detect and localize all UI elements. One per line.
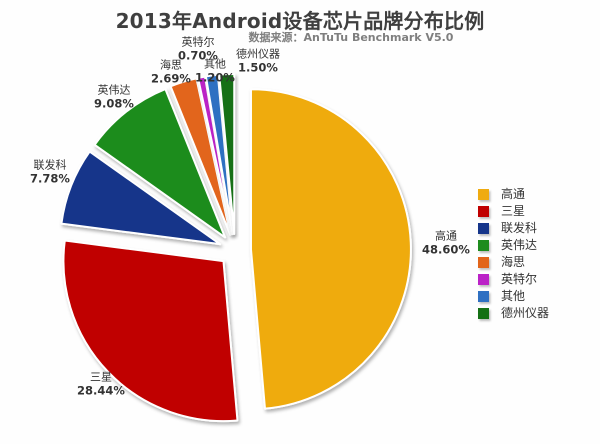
pie-slice-三星	[62, 239, 239, 423]
legend-item-英伟达: 英伟达	[478, 237, 549, 254]
legend-label: 联发科	[501, 221, 538, 235]
legend-swatch-icon	[478, 206, 489, 217]
pie-slice-其他	[204, 73, 234, 236]
legend-label: 英伟达	[501, 238, 538, 252]
legend-label: 海思	[501, 255, 526, 269]
legend-label: 英特尔	[501, 272, 538, 286]
pie-slice-海思	[169, 77, 232, 236]
legend-item-联发科: 联发科	[478, 220, 549, 237]
legend: 高通三星联发科英伟达海思英特尔其他德州仪器	[478, 186, 549, 322]
legend-swatch-icon	[478, 223, 489, 234]
legend-swatch-icon	[478, 257, 489, 268]
chart-title: 2013年Android设备芯片品牌分布比例	[115, 9, 485, 33]
legend-swatch-icon	[478, 291, 489, 302]
legend-swatch-icon	[478, 274, 489, 285]
legend-item-高通: 高通	[478, 186, 549, 203]
legend-label: 德州仪器	[501, 306, 550, 320]
legend-item-三星: 三星	[478, 203, 549, 220]
legend-item-海思: 海思	[478, 254, 549, 271]
legend-swatch-icon	[478, 240, 489, 251]
legend-item-英特尔: 英特尔	[478, 271, 549, 288]
legend-label: 高通	[501, 187, 526, 201]
legend-label: 三星	[501, 204, 526, 218]
legend-item-其他: 其他	[478, 288, 549, 305]
legend-swatch-icon	[478, 308, 489, 319]
pie-slice-联发科	[60, 150, 222, 246]
legend-label: 其他	[501, 289, 526, 303]
pie-slice-德州仪器	[218, 73, 236, 236]
chart-subtitle: 数据来源：AnTuTu Benchmark V5.0	[248, 31, 454, 44]
legend-swatch-icon	[478, 189, 489, 200]
pie-slice-高通	[249, 88, 412, 410]
pie-slice-英伟达	[93, 88, 227, 239]
legend-item-德州仪器: 德州仪器	[478, 305, 549, 322]
